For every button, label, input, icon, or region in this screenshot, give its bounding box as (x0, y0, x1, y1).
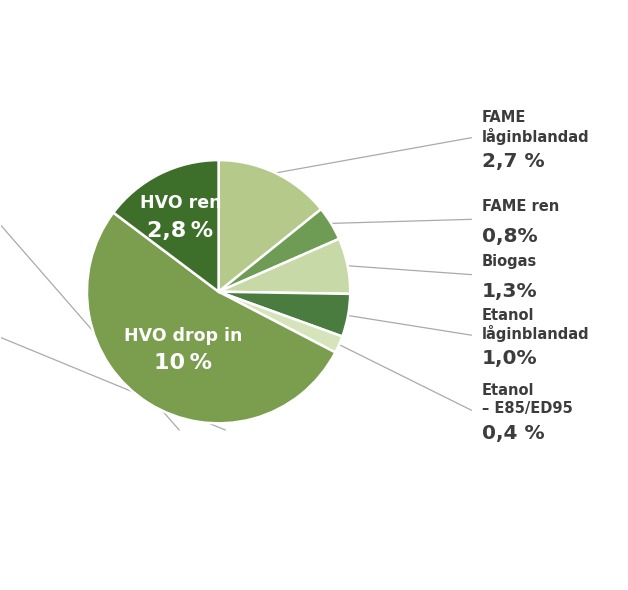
Text: Etanol: Etanol (482, 308, 534, 323)
Wedge shape (219, 291, 350, 336)
Text: 0,4 %: 0,4 % (482, 424, 544, 443)
Text: 0,8%: 0,8% (482, 227, 538, 246)
Text: 1,0%: 1,0% (482, 349, 538, 368)
Text: FAME ren: FAME ren (482, 199, 559, 214)
Wedge shape (219, 160, 321, 291)
Wedge shape (87, 212, 335, 424)
Text: – E85/ED95: – E85/ED95 (482, 401, 573, 417)
Text: låginblandad: låginblandad (482, 325, 590, 342)
Text: 1,3%: 1,3% (482, 282, 538, 301)
Wedge shape (114, 160, 219, 291)
Wedge shape (219, 239, 350, 294)
Text: 2,8 %: 2,8 % (148, 221, 214, 241)
Wedge shape (219, 291, 342, 352)
Text: Etanol: Etanol (482, 383, 534, 398)
Text: 10 %: 10 % (154, 353, 212, 373)
Text: HVO drop in: HVO drop in (124, 326, 242, 345)
Text: FAME: FAME (482, 110, 526, 126)
Text: 2,7 %: 2,7 % (482, 152, 544, 171)
Text: Biogas: Biogas (482, 254, 537, 269)
Text: låginblandad: låginblandad (482, 128, 590, 145)
Text: HVO ren: HVO ren (139, 194, 221, 212)
Wedge shape (219, 209, 339, 291)
